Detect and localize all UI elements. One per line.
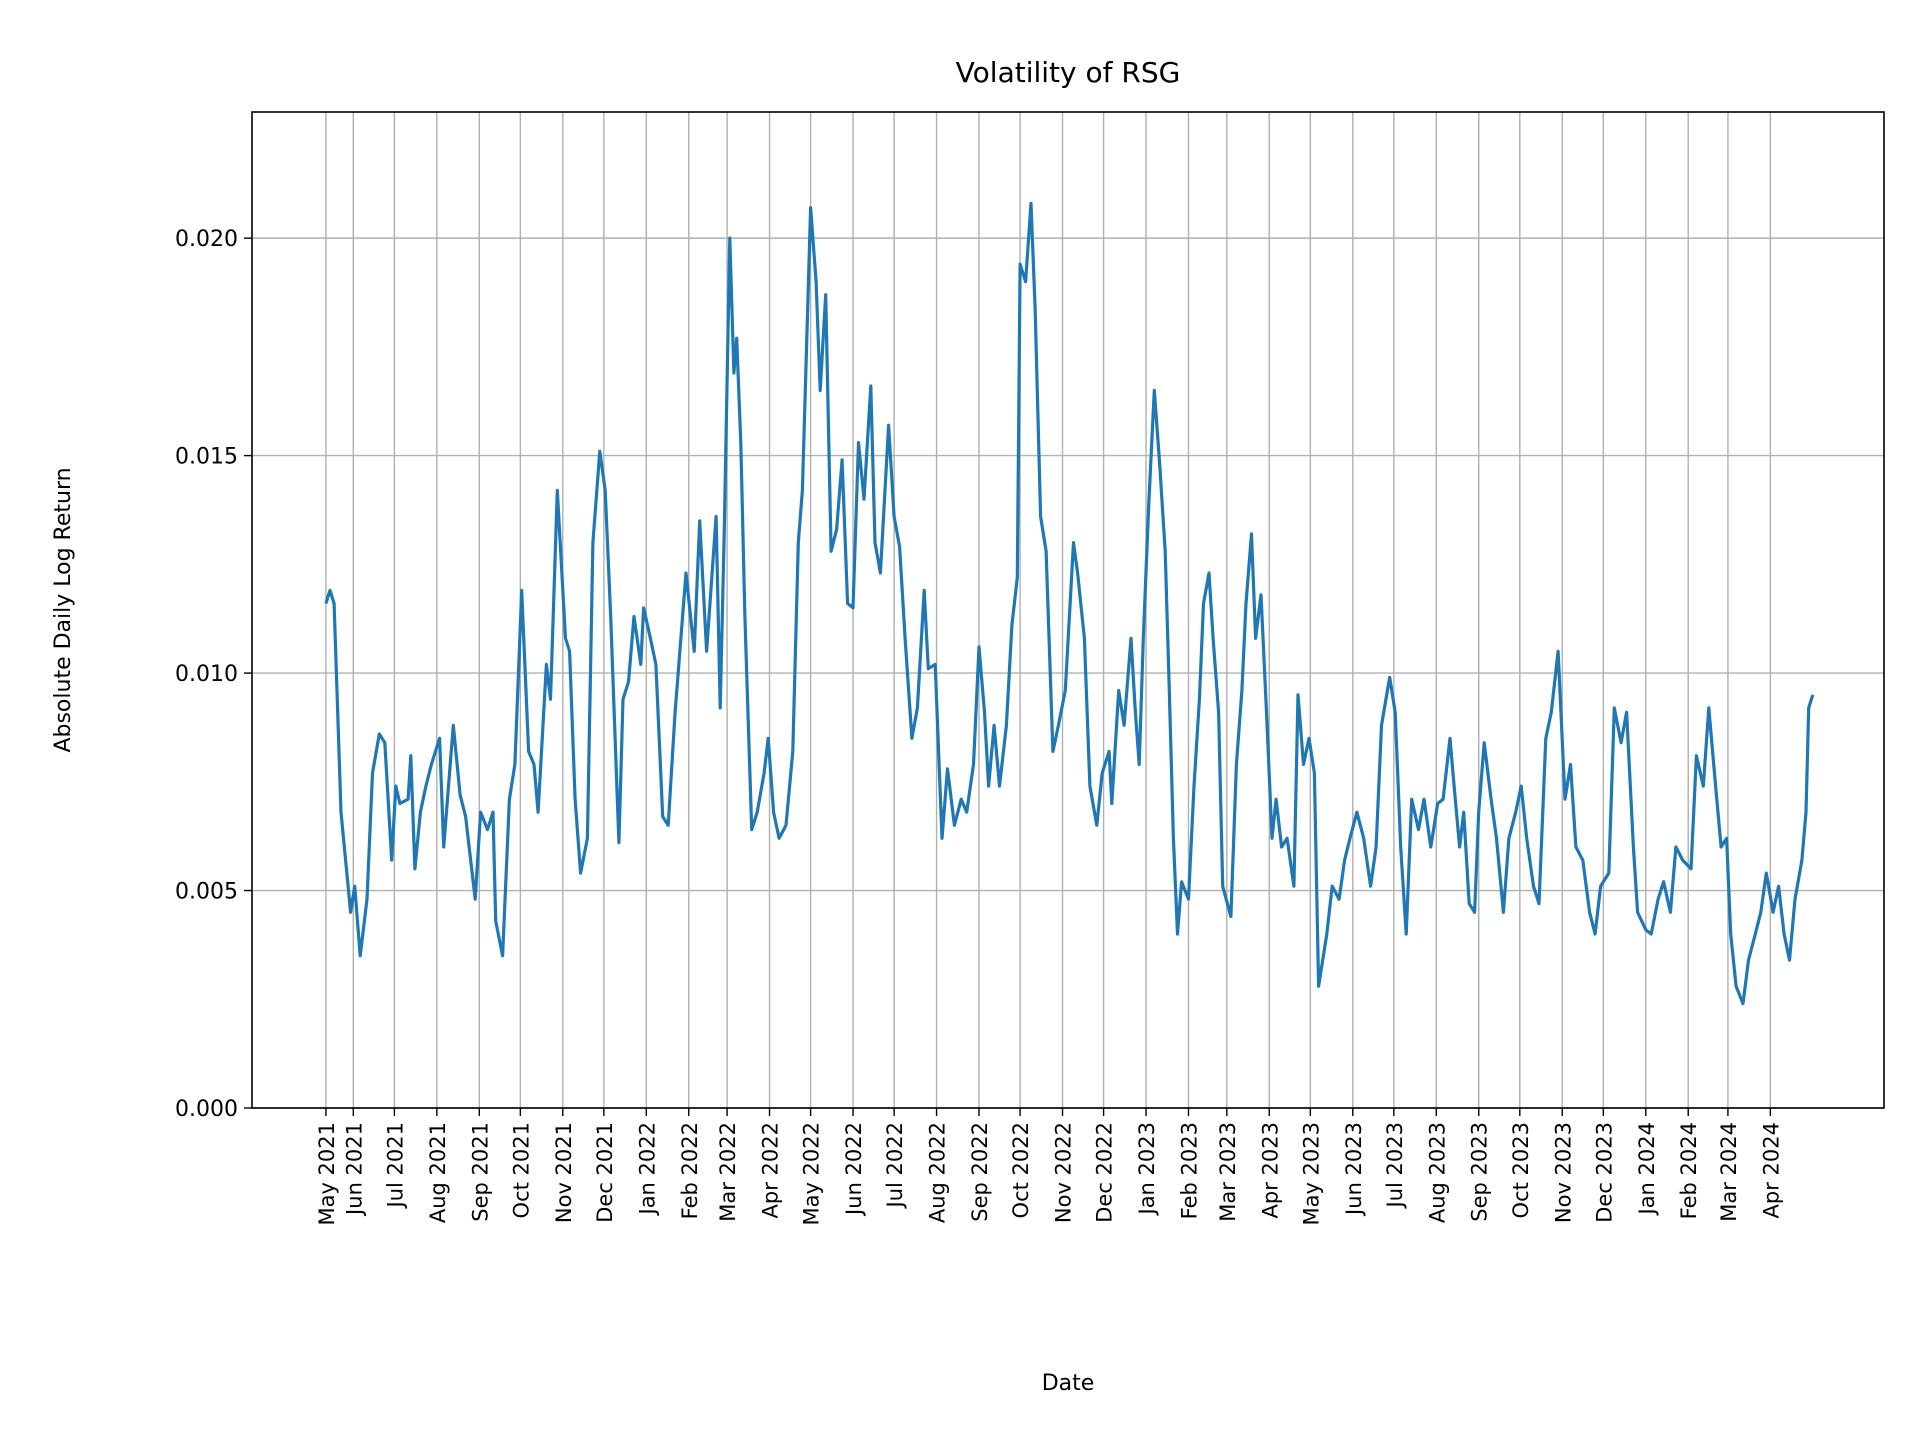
x-tick-label: Dec 2022 xyxy=(1093,1122,1117,1223)
x-tick-label: Feb 2022 xyxy=(678,1122,702,1219)
x-tick-label: Jul 2023 xyxy=(1383,1122,1407,1209)
y-tick-label: 0.015 xyxy=(175,445,238,470)
chart-title: Volatility of RSG xyxy=(956,56,1181,89)
x-tick-label: Apr 2022 xyxy=(759,1122,783,1218)
x-tick-label: Jan 2024 xyxy=(1635,1122,1659,1217)
x-tick-label: Jan 2022 xyxy=(635,1122,659,1217)
y-axis: 0.000 0.005 0.010 0.015 0.020 xyxy=(175,227,252,1122)
x-tick-label: Sep 2022 xyxy=(968,1122,992,1222)
y-tick-label: 0.020 xyxy=(175,227,238,252)
x-tick-label: Nov 2021 xyxy=(552,1122,576,1223)
x-tick-label: Oct 2021 xyxy=(509,1122,533,1218)
x-tick-label: Dec 2023 xyxy=(1592,1122,1616,1223)
x-axis: May 2021 Jun 2021 Jul 2021 Aug 2021 Sep 2021… xyxy=(315,1108,1783,1226)
x-tick-label: Feb 2023 xyxy=(1177,1122,1201,1219)
x-axis-label: Date xyxy=(1042,1371,1095,1396)
volatility-series-line xyxy=(324,201,1815,1006)
x-tick-label: Jul 2022 xyxy=(883,1122,907,1209)
x-tick-label: Jun 2022 xyxy=(842,1122,866,1217)
x-tick-label: Oct 2023 xyxy=(1509,1122,1533,1218)
grid xyxy=(252,112,1884,1109)
x-tick-label: Jun 2023 xyxy=(1342,1122,1366,1217)
series-group xyxy=(324,201,1815,1006)
x-tick-label: Mar 2023 xyxy=(1216,1122,1240,1222)
x-tick-label: Aug 2022 xyxy=(926,1122,950,1223)
x-tick-label: Mar 2024 xyxy=(1717,1122,1741,1222)
x-tick-label: Aug 2023 xyxy=(1425,1122,1449,1223)
y-tick-label: 0.010 xyxy=(175,662,238,687)
x-tick-label: Sep 2023 xyxy=(1468,1122,1492,1222)
x-tick-label: Nov 2023 xyxy=(1551,1122,1575,1223)
x-tick-label: May 2023 xyxy=(1299,1122,1323,1226)
plot-frame xyxy=(251,111,1885,1109)
x-tick-label: Oct 2022 xyxy=(1009,1122,1033,1218)
x-tick-label: Sep 2021 xyxy=(468,1122,492,1222)
x-tick-label: Aug 2021 xyxy=(426,1122,450,1223)
y-tick-label: 0.005 xyxy=(175,880,238,905)
x-tick-label: Dec 2021 xyxy=(593,1122,617,1223)
x-tick-label: Jan 2023 xyxy=(1135,1122,1159,1217)
x-tick-label: Jun 2021 xyxy=(342,1122,366,1217)
x-tick-label: May 2021 xyxy=(315,1122,339,1226)
x-tick-label: May 2022 xyxy=(800,1122,824,1226)
y-axis-label: Absolute Daily Log Return xyxy=(51,467,76,752)
x-tick-label: Feb 2024 xyxy=(1677,1122,1701,1219)
x-tick-label: Jul 2021 xyxy=(383,1122,407,1209)
x-tick-label: Mar 2022 xyxy=(716,1122,740,1222)
x-tick-label: Apr 2023 xyxy=(1258,1122,1282,1218)
y-tick-label: 0.000 xyxy=(175,1097,238,1122)
x-tick-label: Apr 2024 xyxy=(1759,1122,1783,1218)
x-tick-label: Nov 2022 xyxy=(1052,1122,1076,1223)
